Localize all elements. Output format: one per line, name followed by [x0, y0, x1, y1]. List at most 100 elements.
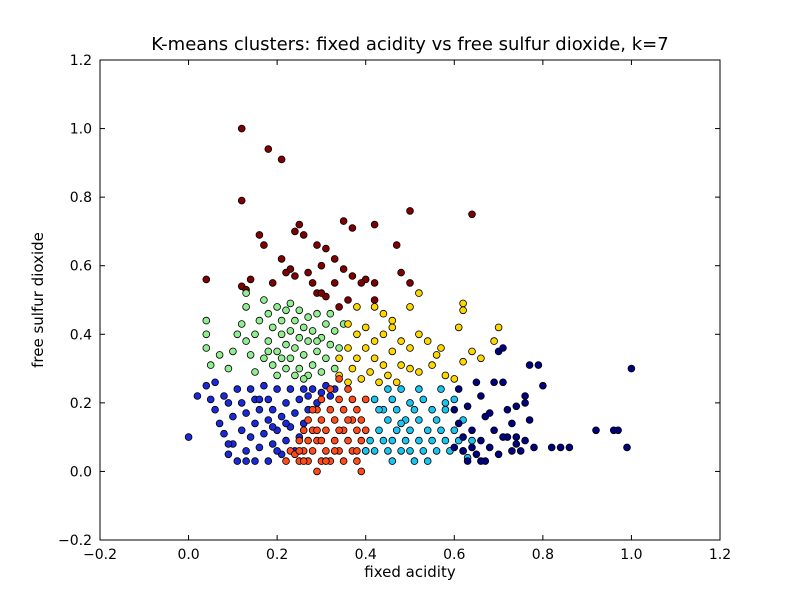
x-tick-label: 1.0 [620, 547, 642, 563]
data-point-cluster-3 [415, 289, 423, 297]
data-point-cluster-7 [490, 378, 498, 387]
data-point-cluster-2 [273, 371, 281, 380]
data-point-cluster-2 [268, 361, 277, 369]
data-point-cluster-1 [260, 241, 268, 249]
data-point-cluster-4 [215, 419, 224, 428]
data-point-cluster-5 [335, 395, 343, 404]
data-point-cluster-3 [366, 368, 374, 376]
data-point-cluster-4 [220, 392, 228, 400]
data-point-cluster-3 [370, 354, 379, 363]
data-point-cluster-6 [370, 395, 379, 404]
data-point-cluster-2 [282, 340, 290, 349]
data-point-cluster-2 [304, 337, 312, 345]
data-point-cluster-2 [299, 375, 308, 383]
data-point-cluster-6 [437, 426, 445, 435]
data-point-cluster-3 [348, 364, 357, 373]
data-point-cluster-4 [233, 385, 242, 393]
data-point-cluster-2 [291, 316, 299, 325]
data-point-cluster-5 [330, 447, 339, 455]
data-point-cluster-2 [202, 344, 211, 352]
data-point-cluster-4 [304, 392, 312, 400]
data-point-cluster-7 [547, 443, 556, 452]
data-point-cluster-7 [609, 426, 618, 435]
data-point-cluster-6 [432, 416, 441, 424]
data-point-cluster-6 [428, 405, 436, 414]
data-point-cluster-3 [454, 323, 463, 332]
data-point-cluster-4 [229, 412, 237, 421]
data-point-cluster-6 [441, 405, 450, 414]
data-point-cluster-6 [432, 447, 441, 455]
data-point-cluster-2 [330, 327, 339, 335]
data-point-cluster-2 [237, 320, 246, 328]
data-point-cluster-5 [308, 447, 317, 455]
data-point-cluster-1 [370, 296, 379, 304]
data-point-cluster-4 [317, 388, 326, 397]
data-point-cluster-5 [344, 385, 352, 393]
data-point-cluster-1 [277, 255, 286, 263]
data-point-cluster-6 [410, 405, 419, 414]
data-point-cluster-7 [627, 364, 636, 373]
data-point-cluster-1 [392, 241, 401, 249]
data-point-cluster-1 [322, 244, 330, 253]
data-point-cluster-1 [291, 227, 299, 236]
data-point-cluster-3 [406, 303, 414, 311]
data-point-cluster-2 [273, 347, 281, 356]
data-point-cluster-5 [348, 395, 357, 404]
data-point-cluster-4 [291, 409, 299, 417]
data-point-cluster-2 [229, 347, 237, 356]
data-point-cluster-6 [397, 447, 405, 455]
data-point-cluster-3 [384, 371, 392, 380]
data-point-cluster-7 [503, 405, 512, 414]
data-point-cluster-2 [251, 368, 259, 376]
data-point-cluster-4 [255, 395, 264, 404]
data-point-cluster-6 [415, 416, 423, 424]
y-tick-label: 0.2 [70, 396, 92, 412]
data-point-cluster-5 [335, 426, 343, 435]
data-point-cluster-5 [361, 395, 370, 404]
data-point-cluster-1 [335, 303, 343, 311]
data-point-cluster-3 [388, 347, 397, 356]
data-point-cluster-2 [335, 344, 343, 352]
data-point-cluster-3 [428, 361, 436, 369]
data-point-cluster-4 [260, 429, 268, 438]
data-point-cluster-4 [202, 381, 211, 390]
data-point-cluster-5 [330, 436, 339, 445]
data-point-cluster-6 [361, 447, 370, 455]
y-tick-label: 0.0 [70, 464, 92, 480]
x-tick-label: −0.2 [83, 547, 117, 563]
data-point-cluster-7 [508, 419, 516, 428]
y-tick-label: 0.4 [70, 327, 92, 343]
data-point-cluster-1 [313, 241, 321, 249]
data-point-cluster-6 [375, 405, 383, 414]
data-point-cluster-3 [361, 344, 370, 352]
data-point-cluster-1 [468, 210, 476, 219]
data-point-cluster-6 [450, 426, 459, 435]
data-point-cluster-7 [490, 426, 498, 435]
data-point-cluster-1 [264, 145, 273, 153]
data-point-cluster-7 [459, 447, 467, 455]
data-point-cluster-6 [419, 395, 428, 404]
data-point-cluster-5 [335, 375, 343, 383]
data-point-cluster-7 [512, 440, 521, 448]
data-point-cluster-4 [251, 457, 259, 465]
data-point-cluster-2 [286, 354, 295, 363]
data-point-cluster-7 [459, 433, 467, 441]
data-point-cluster-6 [428, 436, 436, 445]
data-point-cluster-7 [463, 402, 472, 411]
data-point-cluster-4 [246, 385, 255, 393]
data-point-cluster-3 [459, 299, 467, 308]
data-point-cluster-1 [295, 220, 304, 229]
data-point-cluster-6 [406, 399, 414, 407]
data-point-cluster-3 [357, 375, 366, 383]
data-point-cluster-5 [344, 436, 352, 445]
data-point-cluster-5 [361, 426, 370, 435]
data-point-cluster-4 [224, 440, 233, 448]
data-point-cluster-5 [282, 457, 290, 465]
data-point-cluster-6 [406, 447, 414, 455]
data-point-cluster-4 [273, 447, 281, 455]
data-point-cluster-4 [264, 395, 273, 404]
data-point-cluster-2 [317, 368, 326, 376]
data-point-cluster-1 [348, 224, 357, 232]
data-point-cluster-5 [304, 416, 312, 424]
data-point-cluster-4 [224, 450, 233, 459]
